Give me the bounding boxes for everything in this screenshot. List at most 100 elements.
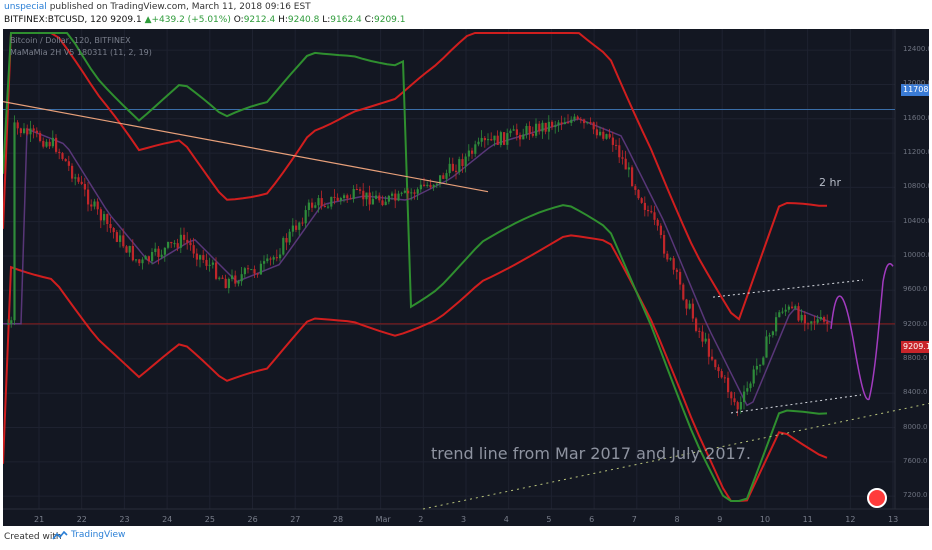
candle-body	[205, 259, 208, 266]
candle-body	[669, 258, 672, 260]
candle-body	[634, 186, 637, 190]
candle-body	[381, 200, 384, 206]
candle-body	[803, 314, 806, 324]
candle-body	[512, 129, 515, 131]
candle-body	[282, 238, 285, 255]
candle-body	[522, 134, 525, 140]
candle-body	[736, 402, 739, 410]
candle-body	[752, 369, 755, 384]
candle-body	[749, 383, 752, 389]
candle-body	[423, 184, 426, 186]
candle-body	[618, 145, 621, 158]
candle-body	[791, 306, 794, 309]
y-tick-label: 10000.0	[903, 250, 929, 259]
candle-body	[90, 204, 93, 207]
candle-body	[112, 228, 115, 233]
candle-body	[250, 269, 253, 271]
x-tick-label: 28	[332, 515, 344, 524]
candle-body	[176, 243, 179, 248]
candle-body	[403, 190, 406, 193]
candle-body	[71, 165, 74, 179]
candle-body	[224, 278, 227, 289]
legend-indicator: MaMaMia 2H V5 180311 (11, 2, 19)	[10, 48, 152, 57]
y-tick-label: 8000.0	[903, 422, 928, 431]
candle-body	[714, 359, 717, 368]
candle-body	[688, 303, 691, 309]
candle-body	[45, 141, 48, 147]
candle-body	[23, 128, 26, 134]
candle-body	[243, 268, 246, 275]
candle-body	[794, 306, 797, 309]
candle-body	[567, 122, 570, 124]
candle-body	[685, 299, 688, 309]
candle-body	[682, 284, 685, 300]
candle-body	[477, 141, 480, 145]
candle-body	[663, 235, 666, 254]
candle-body	[448, 163, 451, 174]
candle-body	[541, 122, 544, 132]
tradingview-avatar-icon[interactable]	[867, 488, 887, 508]
candle-body	[77, 177, 80, 182]
candle-body	[509, 130, 512, 134]
candle-body	[573, 116, 576, 120]
candle-body	[87, 189, 90, 205]
candle-body	[413, 192, 416, 194]
y-tick-label: 7600.0	[903, 456, 928, 465]
candle-body	[183, 234, 186, 240]
candle-body	[560, 122, 563, 125]
candle-body	[439, 175, 442, 184]
x-tick-label: 3	[461, 515, 467, 524]
candle-body	[330, 196, 333, 207]
channel-bottom-line	[730, 394, 862, 414]
candle-body	[135, 259, 138, 261]
candle-body	[119, 235, 122, 242]
candle-body	[163, 247, 166, 255]
candle-body	[810, 321, 813, 324]
candle-body	[471, 150, 474, 154]
open-value: 9212.4	[243, 15, 276, 25]
candle-body	[173, 243, 176, 245]
candle-body	[551, 121, 554, 128]
tradingview-logo-icon	[52, 530, 68, 539]
candle-body	[627, 167, 630, 170]
candle-body	[109, 223, 112, 229]
candle-body	[592, 122, 595, 130]
chart-footer: Created with TradingView	[0, 526, 932, 550]
candle-body	[435, 183, 438, 185]
chart-panel[interactable]: Bitcoin / Dollar, 120, BITFINEX MaMaMia …	[3, 29, 929, 526]
candle-body	[563, 122, 566, 125]
candle-body	[32, 128, 35, 131]
candle-body	[707, 338, 710, 357]
candle-body	[637, 189, 640, 199]
candle-body	[237, 281, 240, 284]
tradingview-brand[interactable]: TradingView	[52, 530, 125, 540]
author-link[interactable]: unspecial	[4, 2, 47, 12]
x-tick-label: Mar	[375, 515, 391, 524]
created-with-label: Created with	[4, 532, 62, 542]
channel-top-line	[712, 279, 864, 298]
candle-body	[547, 121, 550, 132]
candle-body	[727, 377, 730, 393]
candle-body	[410, 192, 413, 194]
candle-body	[483, 137, 486, 141]
x-tick-label: 25	[204, 515, 215, 524]
candle-body	[138, 259, 141, 264]
candle-body	[589, 122, 592, 124]
x-tick-label: 27	[290, 515, 301, 524]
candle-body	[400, 192, 403, 194]
candle-body	[240, 274, 243, 282]
candle-body	[141, 259, 144, 264]
y-tick-label: 8800.0	[903, 353, 928, 362]
candle-body	[455, 170, 458, 172]
candle-body	[426, 184, 429, 186]
candle-body	[359, 189, 362, 191]
chart-canvas[interactable]	[3, 29, 929, 526]
candle-body	[259, 263, 262, 275]
candle-body	[458, 159, 461, 172]
candle-body	[602, 131, 605, 139]
candle-body	[816, 319, 819, 323]
candle-body	[368, 192, 371, 205]
candle-body	[343, 195, 346, 199]
candle-body	[656, 219, 659, 226]
candle-body	[499, 132, 502, 145]
